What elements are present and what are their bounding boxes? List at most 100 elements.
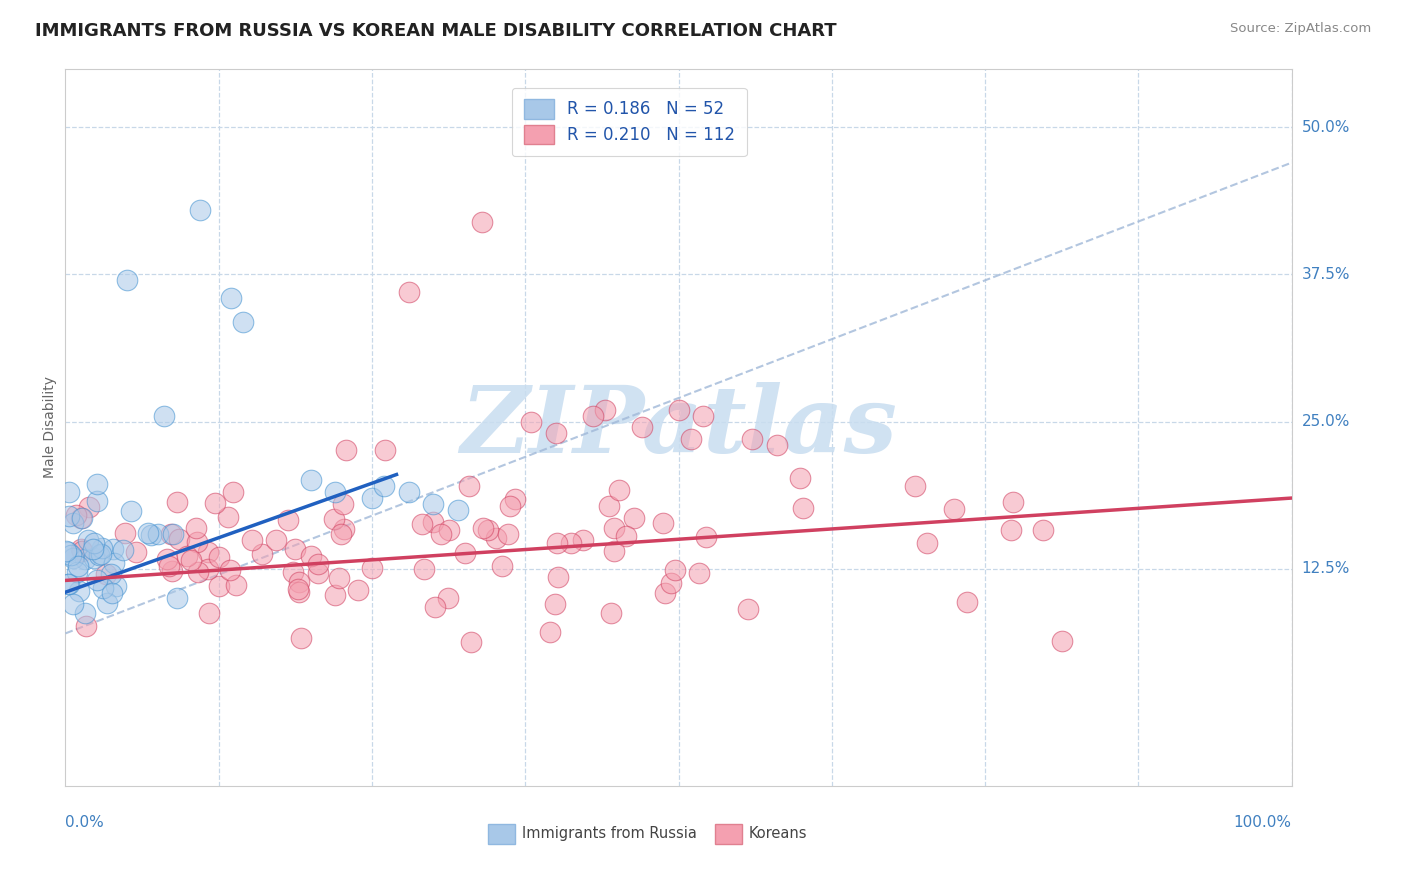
Point bbox=[59, 548, 82, 562]
Point bbox=[436, 591, 458, 606]
Point bbox=[70, 511, 93, 525]
Point bbox=[79, 500, 101, 514]
Point bbox=[737, 601, 759, 615]
Point bbox=[290, 631, 312, 645]
Point bbox=[100, 586, 122, 600]
Point bbox=[73, 607, 96, 621]
Text: 50.0%: 50.0% bbox=[1302, 120, 1350, 135]
Point bbox=[197, 544, 219, 558]
Text: 25.0%: 25.0% bbox=[1302, 414, 1350, 429]
Point bbox=[538, 625, 561, 640]
Point bbox=[217, 509, 239, 524]
Text: IMMIGRANTS FROM RUSSIA VS KOREAN MALE DISABILITY CORRELATION CHART: IMMIGRANTS FROM RUSSIA VS KOREAN MALE DI… bbox=[35, 22, 837, 40]
Point bbox=[207, 579, 229, 593]
Point bbox=[86, 477, 108, 491]
Point bbox=[398, 285, 420, 299]
Point bbox=[207, 550, 229, 565]
Point bbox=[103, 556, 125, 570]
Point bbox=[603, 543, 626, 558]
Point bbox=[654, 586, 676, 600]
Point bbox=[58, 485, 80, 500]
Point bbox=[600, 607, 623, 621]
Point bbox=[250, 547, 273, 561]
Point bbox=[544, 597, 567, 611]
Point bbox=[115, 273, 138, 287]
Point bbox=[162, 527, 184, 541]
Point bbox=[412, 562, 434, 576]
Point bbox=[457, 479, 479, 493]
Point bbox=[225, 577, 247, 591]
Text: ZIPatlas: ZIPatlas bbox=[460, 383, 897, 473]
Point bbox=[90, 541, 112, 555]
Point bbox=[70, 541, 93, 556]
Text: Immigrants from Russia: Immigrants from Russia bbox=[522, 826, 696, 841]
Point bbox=[903, 479, 925, 493]
Point bbox=[287, 585, 309, 599]
Point bbox=[520, 415, 543, 429]
Point bbox=[477, 523, 499, 537]
Point bbox=[437, 523, 460, 537]
Point bbox=[299, 474, 322, 488]
Point bbox=[83, 536, 105, 550]
Point bbox=[603, 521, 626, 535]
Point bbox=[58, 576, 80, 591]
Point bbox=[471, 214, 494, 228]
Point bbox=[472, 520, 495, 534]
Point bbox=[157, 558, 180, 573]
Point bbox=[329, 526, 352, 541]
Y-axis label: Male Disability: Male Disability bbox=[44, 376, 58, 478]
Legend: R = 0.186   N = 52, R = 0.210   N = 112: R = 0.186 N = 52, R = 0.210 N = 112 bbox=[512, 87, 747, 156]
Point bbox=[307, 557, 329, 571]
Point bbox=[688, 566, 710, 580]
Point bbox=[55, 544, 77, 558]
Point bbox=[70, 544, 93, 558]
Text: 12.5%: 12.5% bbox=[1302, 561, 1350, 576]
Text: 100.0%: 100.0% bbox=[1233, 815, 1292, 830]
Point bbox=[659, 576, 682, 591]
Point bbox=[322, 512, 344, 526]
Point bbox=[284, 541, 307, 556]
Point bbox=[86, 573, 108, 587]
Point bbox=[374, 442, 396, 457]
Point bbox=[166, 591, 188, 606]
Point bbox=[411, 517, 433, 532]
Text: Source: ZipAtlas.com: Source: ZipAtlas.com bbox=[1230, 22, 1371, 36]
Point bbox=[56, 577, 79, 591]
Point bbox=[505, 492, 527, 507]
Point bbox=[1032, 523, 1054, 537]
Point bbox=[544, 426, 567, 441]
Point bbox=[62, 597, 84, 611]
Point bbox=[187, 565, 209, 579]
Point bbox=[66, 559, 89, 574]
Point bbox=[546, 536, 568, 550]
Point bbox=[582, 409, 605, 423]
Point bbox=[58, 508, 80, 523]
Point bbox=[75, 619, 97, 633]
Point bbox=[91, 581, 114, 595]
Point bbox=[299, 549, 322, 564]
Point bbox=[491, 559, 513, 574]
Point bbox=[630, 420, 652, 434]
Point bbox=[180, 553, 202, 567]
Point bbox=[160, 527, 183, 541]
Point bbox=[422, 497, 444, 511]
Point bbox=[83, 550, 105, 565]
Point bbox=[741, 432, 763, 446]
Point bbox=[307, 566, 329, 580]
Point bbox=[176, 549, 198, 564]
Point bbox=[62, 550, 84, 565]
Point bbox=[692, 409, 714, 423]
Point bbox=[373, 479, 395, 493]
Point bbox=[664, 563, 686, 577]
Point bbox=[197, 562, 219, 576]
Text: 0.0%: 0.0% bbox=[66, 815, 104, 830]
Point bbox=[447, 503, 470, 517]
Point bbox=[156, 552, 179, 566]
Point bbox=[152, 409, 174, 423]
Point bbox=[915, 535, 938, 549]
Point bbox=[328, 571, 350, 585]
Point bbox=[87, 548, 110, 562]
Point bbox=[287, 574, 309, 589]
Point bbox=[560, 536, 582, 550]
Point bbox=[792, 500, 814, 515]
